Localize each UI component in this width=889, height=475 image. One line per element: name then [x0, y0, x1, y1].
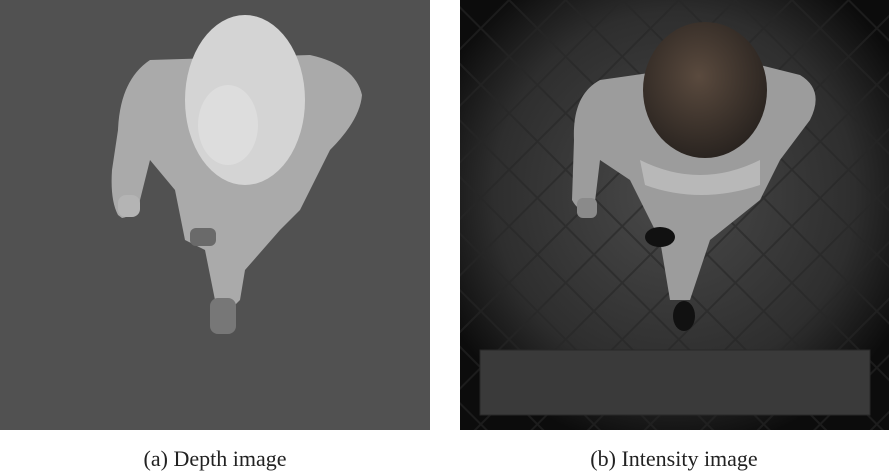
figure-images: [0, 0, 889, 440]
depth-image: [0, 0, 430, 430]
figure: (a) Depth image (b) Intensity image: [0, 0, 889, 475]
caption: (b) Intensity image: [459, 446, 889, 472]
intensity-image: [460, 0, 889, 430]
caption: (a) Depth image: [0, 446, 430, 472]
